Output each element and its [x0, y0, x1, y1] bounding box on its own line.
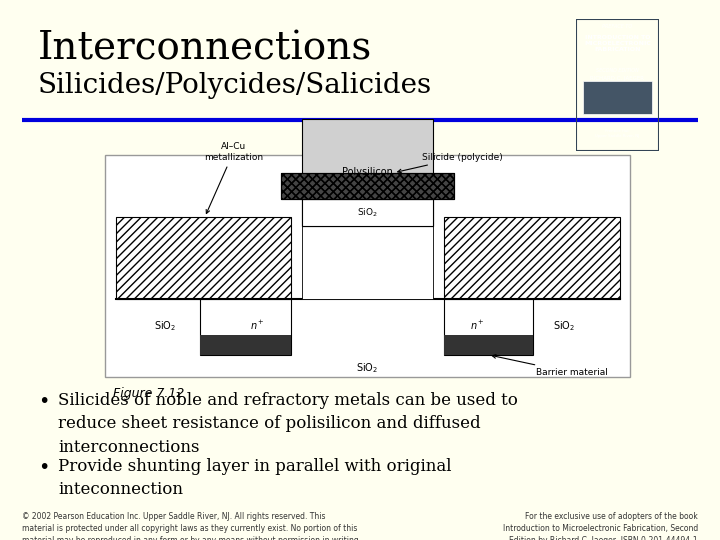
- Text: For the exclusive use of adopters of the book
Introduction to Microelectronic Fa: For the exclusive use of adopters of the…: [503, 512, 698, 540]
- Text: Figure 7.12: Figure 7.12: [113, 387, 184, 400]
- Text: PREFACE TO: PREFACE TO: [602, 24, 633, 29]
- Bar: [302, 119, 433, 299]
- Text: Interconnections: Interconnections: [38, 30, 372, 67]
- Text: © 2002 Pearson Education Inc. Upper Saddle River, NJ. All rights reserved. This
: © 2002 Pearson Education Inc. Upper Sadd…: [22, 512, 359, 540]
- Text: Silicides of noble and refractory metals can be used to
reduce sheet resistance : Silicides of noble and refractory metals…: [58, 392, 518, 456]
- Text: $n^+$: $n^+$: [470, 319, 485, 333]
- Bar: [302, 119, 433, 226]
- Text: Barrier material: Barrier material: [492, 355, 608, 377]
- Bar: [199, 299, 292, 355]
- Text: SECOND EDITION: SECOND EDITION: [596, 68, 639, 73]
- Bar: [281, 173, 454, 199]
- Bar: [302, 199, 433, 226]
- Text: Prentice Hall
Upper Saddle River, NJ: Prentice Hall Upper Saddle River, NJ: [595, 129, 639, 138]
- Text: Polysilicon: Polysilicon: [342, 167, 393, 177]
- Bar: [281, 173, 454, 199]
- Text: $\mathrm{SiO_2}$: $\mathrm{SiO_2}$: [356, 361, 379, 375]
- Bar: [444, 335, 533, 355]
- Bar: [444, 299, 533, 355]
- Text: Al–Cu
metallization: Al–Cu metallization: [204, 142, 264, 213]
- Text: Provide shunting layer in parallel with original
inteconnection: Provide shunting layer in parallel with …: [58, 458, 451, 498]
- Bar: [444, 217, 619, 299]
- Text: •: •: [38, 458, 50, 477]
- Text: $\mathrm{SiO_2}$: $\mathrm{SiO_2}$: [553, 319, 575, 333]
- Text: Silicide (polycide): Silicide (polycide): [397, 153, 503, 173]
- Text: $n^+$: $n^+$: [250, 319, 265, 333]
- Text: INTRODUCTION TO
MICROELECTRONIC
FABRICATION: INTRODUCTION TO MICROELECTRONIC FABRICAT…: [584, 35, 651, 52]
- Bar: [582, 81, 652, 114]
- Bar: [105, 155, 630, 377]
- Bar: [115, 217, 292, 299]
- Text: $\mathrm{SiO_2}$: $\mathrm{SiO_2}$: [357, 206, 378, 219]
- Text: •: •: [38, 392, 50, 411]
- Text: RICHARD C. JAEGER: RICHARD C. JAEGER: [590, 76, 644, 81]
- Bar: [199, 335, 292, 355]
- Text: $\mathrm{SiO_2}$: $\mathrm{SiO_2}$: [154, 319, 176, 333]
- Text: Silicides/Polycides/Salicides: Silicides/Polycides/Salicides: [38, 72, 432, 99]
